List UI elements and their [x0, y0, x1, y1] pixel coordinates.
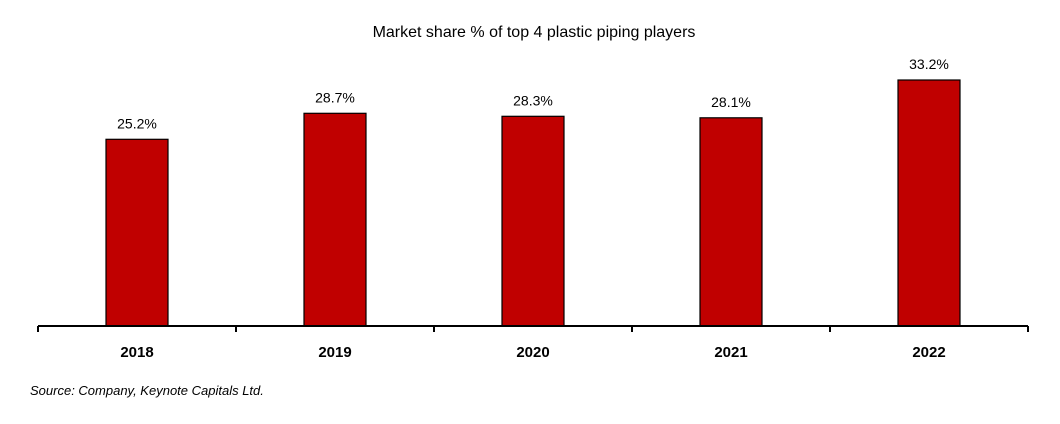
bar-2019 — [303, 112, 367, 327]
data-label-2021: 28.1% — [711, 94, 751, 110]
data-label-2018: 25.2% — [117, 115, 157, 131]
bars-group — [105, 79, 961, 327]
x-tick-label-2019: 2019 — [318, 344, 351, 361]
data-label-2020: 28.3% — [513, 92, 553, 108]
chart-title: Market share % of top 4 plastic piping p… — [373, 24, 696, 41]
x-axis-labels: 2018 2019 2020 2021 2022 — [120, 344, 945, 361]
x-tick-label-2018: 2018 — [120, 344, 153, 361]
data-label-2019: 28.7% — [315, 89, 355, 105]
x-tick-label-2021: 2021 — [714, 344, 747, 361]
x-axis-ticks — [37, 326, 1029, 332]
data-labels-group: 25.2% 28.7% 28.3% 28.1% 33.2% — [117, 56, 949, 131]
bar-2020 — [501, 115, 565, 327]
bar-2018 — [105, 138, 169, 327]
bar-2022 — [897, 79, 961, 327]
x-tick-label-2022: 2022 — [912, 344, 945, 361]
x-tick-label-2020: 2020 — [516, 344, 549, 361]
bar-2021 — [699, 117, 763, 327]
data-label-2022: 33.2% — [909, 56, 949, 72]
source-note: Source: Company, Keynote Capitals Ltd. — [30, 383, 264, 398]
